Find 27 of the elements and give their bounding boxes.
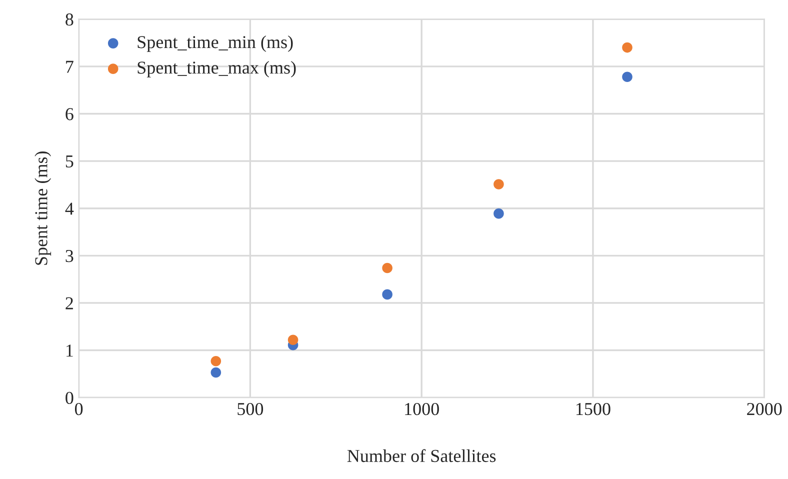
point: [210, 356, 222, 366]
y-tick-label: 2: [66, 297, 73, 310]
y-tick-label: 4: [65, 202, 74, 215]
x-tick-label: 500: [238, 402, 264, 416]
x-axis-title: Number of Satellites: [347, 449, 496, 462]
y-tick-label: 3: [66, 250, 74, 262]
point: [288, 334, 298, 346]
point: [382, 289, 392, 300]
x-tick-label: 1500: [576, 402, 610, 416]
x-tick-label: 1000: [405, 402, 439, 416]
legend-label: Spent_time_min (ms): [138, 36, 293, 52]
y-tick-label: 7: [66, 60, 74, 73]
y-tick-label: 6: [66, 108, 74, 120]
y-tick-label: 1: [66, 344, 73, 357]
y-tick-label: 0: [66, 392, 74, 404]
point: [622, 72, 632, 82]
point: [494, 179, 504, 190]
y-tick-label: 8: [66, 13, 74, 26]
x-tick-label: 2000: [747, 402, 782, 416]
point: [210, 367, 222, 378]
point: [622, 42, 632, 53]
y-tick-label: 5: [66, 156, 74, 168]
x-tick-label: 0: [74, 402, 83, 416]
y-axis-title: Spent time (ms): [34, 151, 52, 265]
point: [382, 262, 392, 274]
point: [494, 208, 504, 219]
legend-label: Spent_time_max (ms): [138, 61, 296, 78]
